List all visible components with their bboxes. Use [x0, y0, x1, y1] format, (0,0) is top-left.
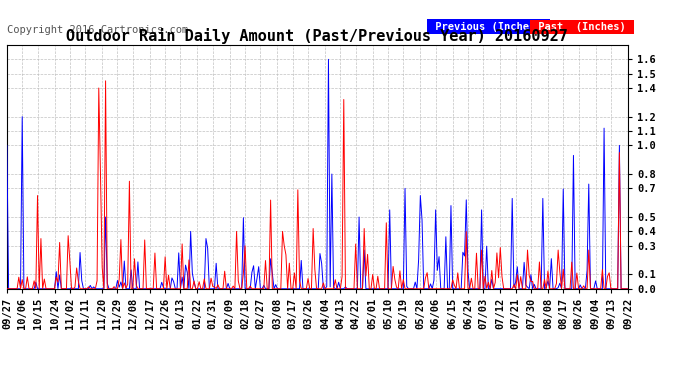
Text: Previous (Inches): Previous (Inches): [429, 21, 548, 32]
Text: Past  (Inches): Past (Inches): [531, 22, 631, 32]
Title: Outdoor Rain Daily Amount (Past/Previous Year) 20160927: Outdoor Rain Daily Amount (Past/Previous…: [66, 28, 569, 44]
Text: Copyright 2016 Cartronics.com: Copyright 2016 Cartronics.com: [7, 25, 188, 35]
